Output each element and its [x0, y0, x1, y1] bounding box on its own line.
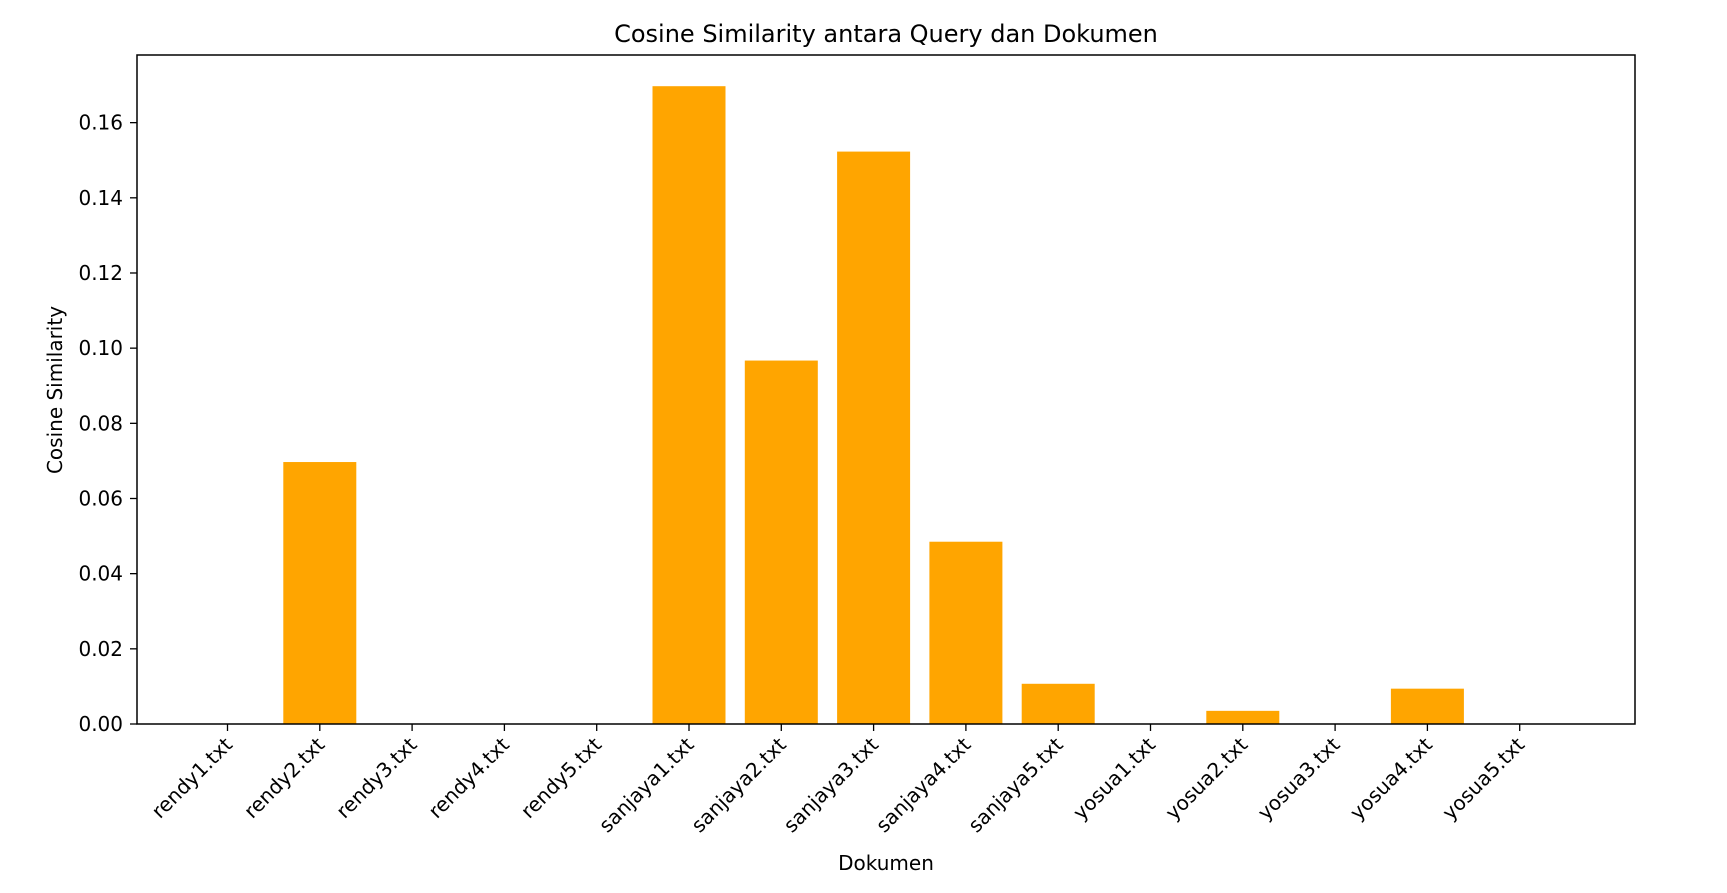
y-tick-label: 0.14	[78, 186, 123, 210]
x-tick-label: rendy3.txt	[331, 732, 422, 823]
y-tick-label: 0.04	[78, 562, 123, 586]
y-tick-label: 0.12	[78, 261, 123, 285]
bars-group	[283, 86, 1464, 725]
bar-sanjaya4-txt	[929, 541, 1003, 724]
chart-title: Cosine Similarity antara Query dan Dokum…	[614, 20, 1158, 48]
y-tick-label: 0.00	[78, 712, 123, 736]
plot-frame	[136, 54, 1636, 725]
y-axis-label: Cosine Similarity	[43, 306, 67, 474]
x-tick-label: sanjaya3.txt	[779, 732, 884, 837]
y-axis: 0.00 0.02 0.04 0.06 0.08 0.10 0.12 0.14 0.16	[78, 111, 137, 736]
bar-rendy2-txt	[283, 462, 357, 724]
x-tick-label: sanjaya5.txt	[963, 732, 1068, 837]
x-axis: rendy1.txt rendy2.txt rendy3.txt rendy4.txt…	[147, 724, 1529, 837]
x-tick-label: sanjaya2.txt	[686, 732, 791, 837]
bar-yosua2-txt	[1206, 710, 1280, 724]
x-tick-label: yosua1.txt	[1068, 732, 1160, 824]
x-tick-label: rendy2.txt	[239, 732, 330, 823]
x-tick-label: yosua4.txt	[1345, 732, 1437, 824]
bar-yosua4-txt	[1390, 688, 1464, 724]
bar-sanjaya2-txt	[744, 360, 818, 724]
x-tick-label: sanjaya4.txt	[871, 732, 976, 837]
bar-sanjaya1-txt	[652, 86, 726, 724]
y-tick-label: 0.02	[78, 637, 123, 661]
x-tick-label: rendy4.txt	[423, 732, 514, 823]
y-tick-label: 0.06	[78, 486, 123, 510]
y-tick-label: 0.08	[78, 411, 123, 435]
bar-sanjaya5-txt	[1021, 683, 1095, 724]
x-tick-label: rendy1.txt	[147, 732, 238, 823]
x-tick-label: sanjaya1.txt	[594, 732, 699, 837]
x-tick-label: yosua3.txt	[1253, 732, 1345, 824]
x-tick-label: yosua5.txt	[1437, 732, 1529, 824]
x-axis-label: Dokumen	[838, 851, 934, 875]
x-tick-label: yosua2.txt	[1160, 732, 1252, 824]
bar-sanjaya3-txt	[837, 151, 911, 725]
y-tick-label: 0.16	[78, 111, 123, 135]
x-tick-label: rendy5.txt	[516, 732, 607, 823]
y-tick-label: 0.10	[78, 336, 123, 360]
